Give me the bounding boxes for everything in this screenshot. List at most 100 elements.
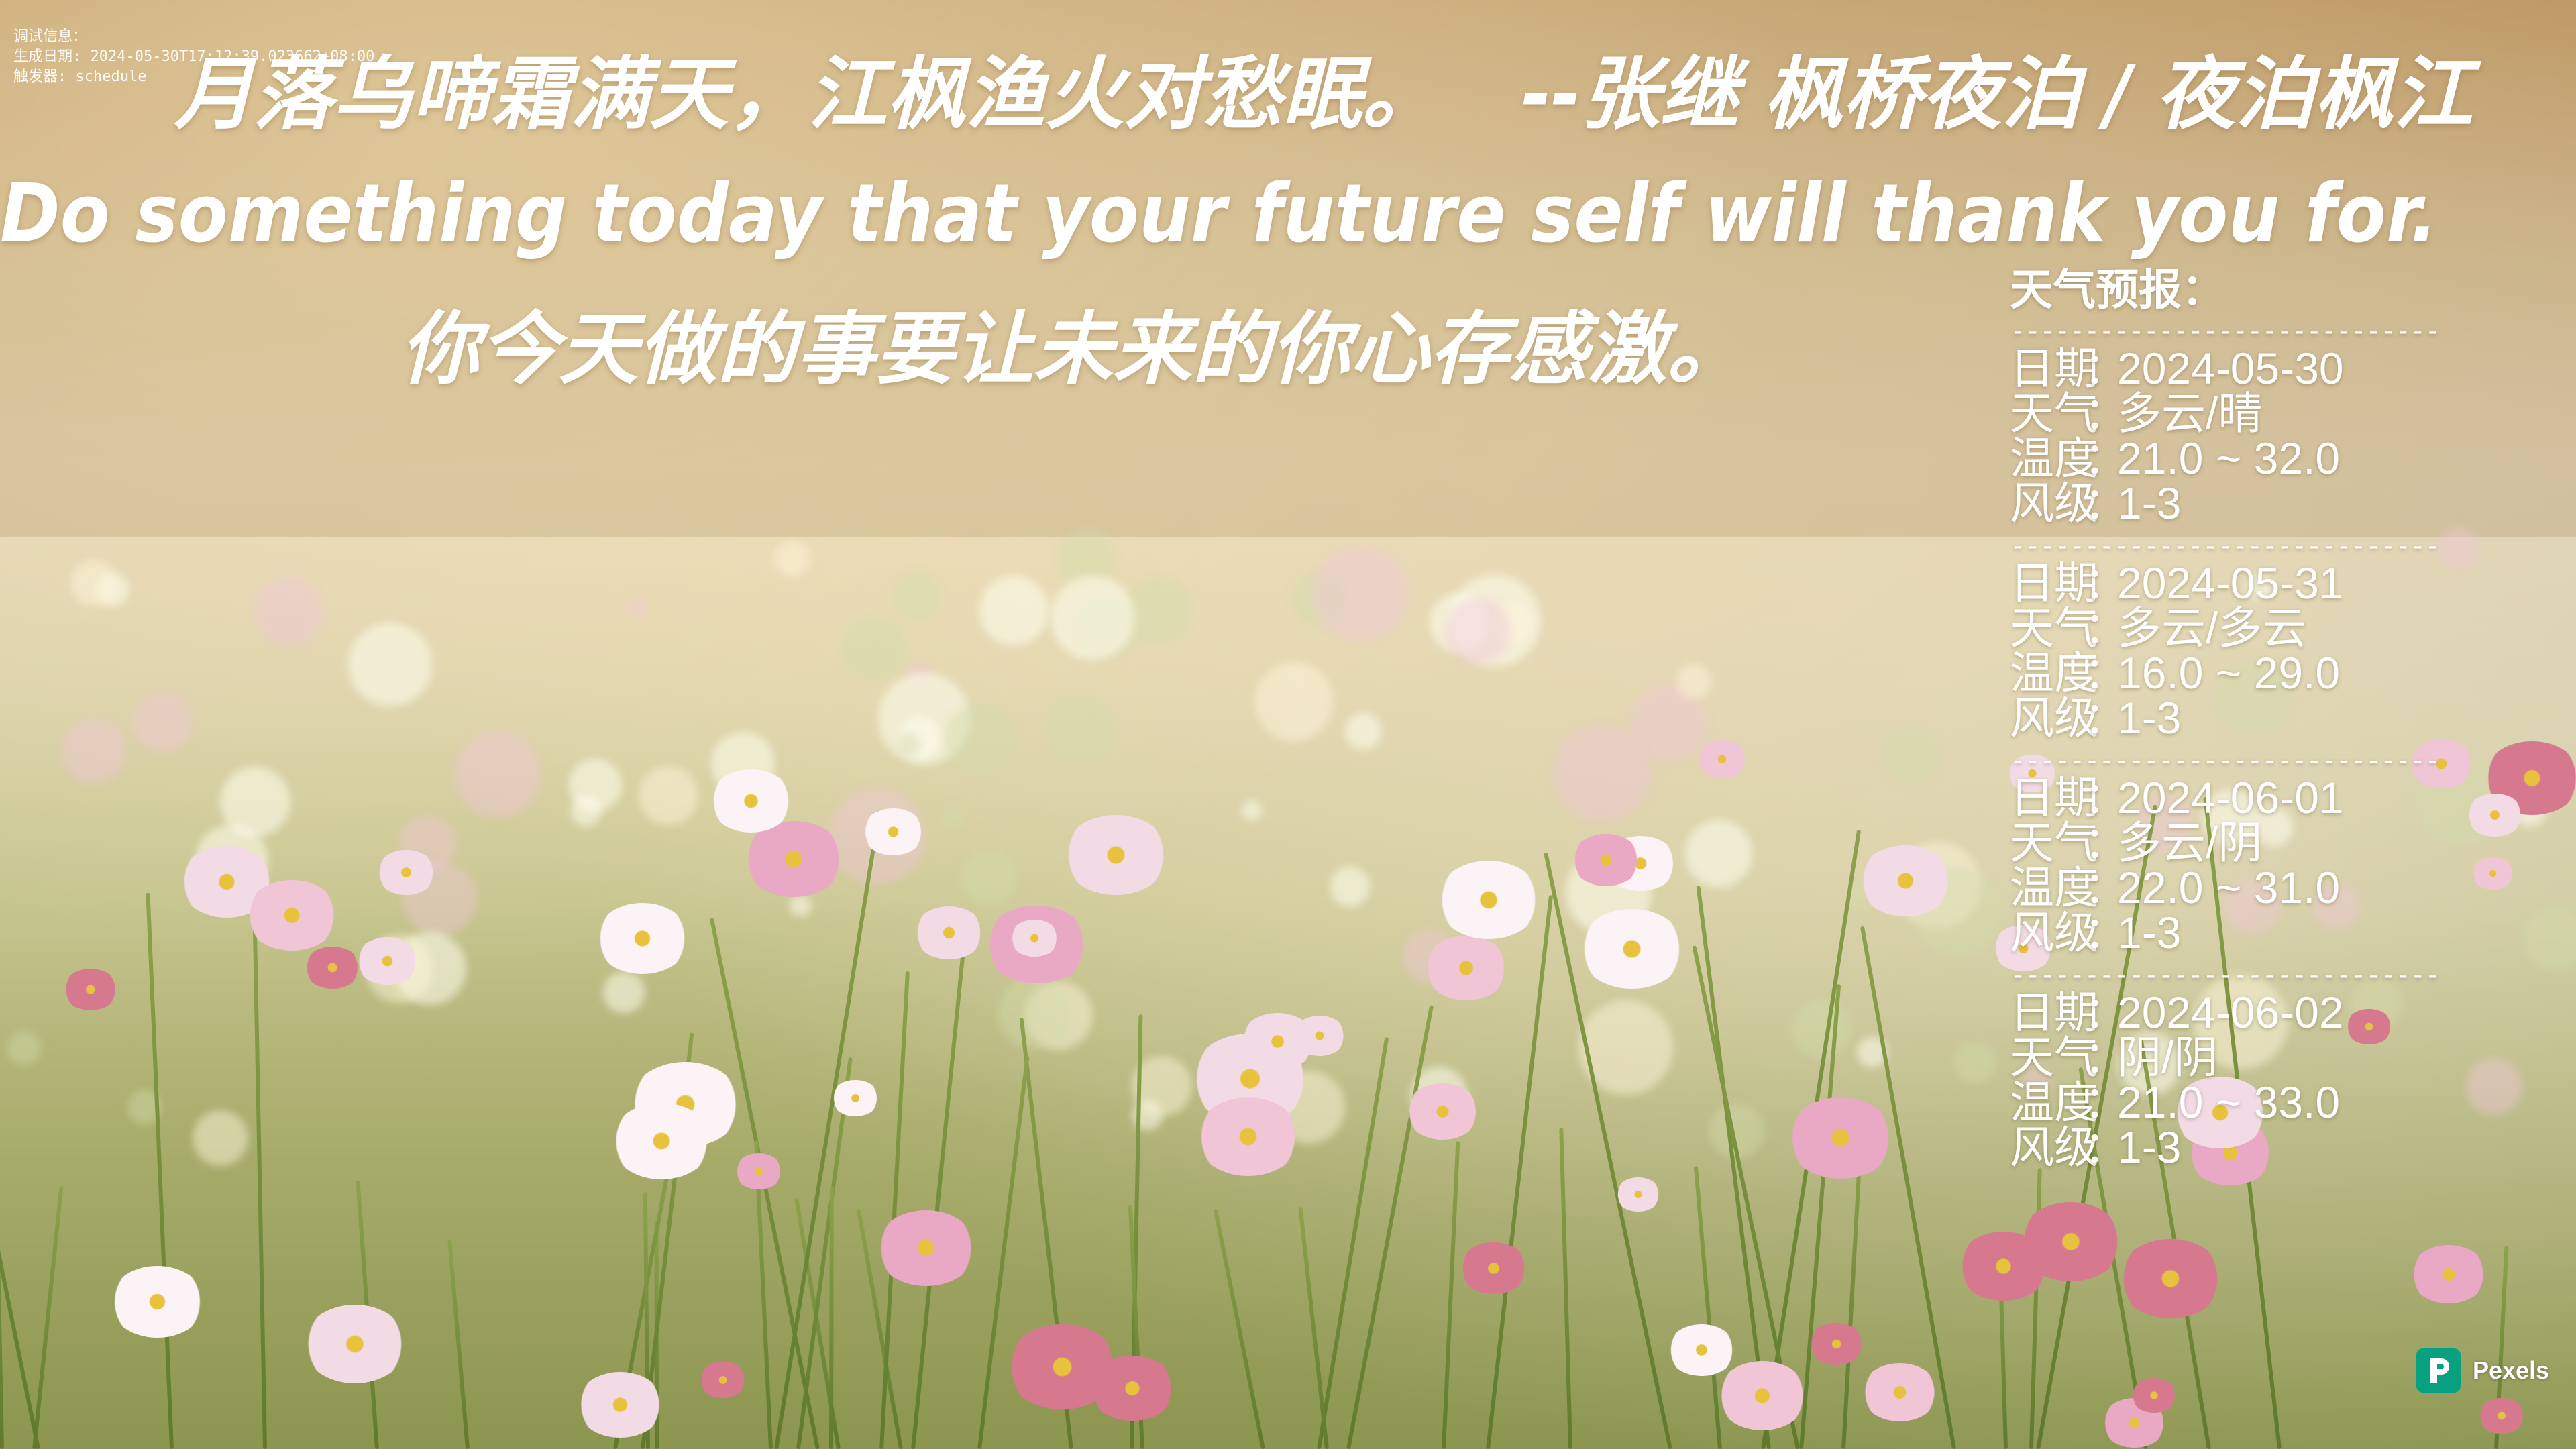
english-quote: Do something today that your future self… [0, 168, 2438, 261]
debug-trigger: 触发器: schedule [13, 68, 147, 85]
bokeh-light [1446, 598, 1511, 663]
weather-row-temp: 温度：21.0 ~ 33.0 [2010, 1080, 2560, 1125]
weather-colon: ： [2084, 388, 2128, 438]
pexels-logo-icon [2416, 1348, 2461, 1393]
cosmos-flower [862, 808, 925, 855]
weather-label-temp: 温度 [2010, 433, 2098, 483]
quote-block: 月落乌啼霜满天，江枫渔火对愁眠。 --张继 枫桥夜泊 / 夜泊枫江 Do some… [0, 40, 2473, 416]
weather-label-temp: 温度 [2010, 1077, 2098, 1127]
bokeh-light [2465, 1058, 2522, 1116]
weather-value-temp: 16.0 ~ 29.0 [2117, 648, 2341, 698]
cosmos-flower [109, 1266, 205, 1338]
weather-value-wind: 1-3 [2117, 1122, 2182, 1172]
debug-title: 调试信息： [13, 28, 88, 45]
bokeh-light [1047, 694, 1115, 763]
cosmos-flower [376, 850, 437, 896]
cosmos-flower [1858, 845, 1953, 917]
weather-row-temp: 温度：21.0 ~ 32.0 [2010, 436, 2560, 481]
weather-colon: ： [2084, 908, 2128, 957]
bokeh-light [61, 718, 127, 784]
weather-label-wind: 风级 [2010, 908, 2098, 957]
weather-row-date: 日期：2024-06-02 [2010, 990, 2560, 1035]
chinese-quote: 你今天做的事要让未来的你心存感激。 [400, 303, 1746, 395]
weather-value-temp: 22.0 ~ 31.0 [2117, 863, 2341, 912]
weather-label-date: 日期 [2010, 343, 2098, 393]
weather-colon: ： [2084, 433, 2128, 483]
cosmos-flower [831, 1080, 879, 1116]
cosmos-flower [2131, 1377, 2178, 1413]
cosmos-flower [2007, 754, 2058, 792]
weather-colon: ： [2084, 773, 2128, 822]
bokeh-light [2216, 661, 2290, 736]
cosmos-flower [1667, 1324, 1737, 1377]
bokeh-light [70, 559, 117, 607]
weather-colon: ： [2084, 863, 2128, 912]
weather-day: 日期：2024-06-02 天气：阴/阴 温度：21.0 ~ 33.0 风级：1-3 [2010, 990, 2560, 1170]
bokeh-light [2438, 527, 2480, 570]
cosmos-flower [2171, 1077, 2268, 1149]
weather-label-date: 日期 [2010, 987, 2098, 1037]
weather-value-date: 2024-05-31 [2117, 558, 2344, 608]
debug-generated-date: 生成日期: 2024-05-30T17:12:39.023662+08:00 [13, 48, 375, 65]
weather-colon: ： [2084, 603, 2128, 653]
weather-colon: ： [2084, 818, 2128, 867]
poem-attribution: --张继 枫桥夜泊 / 夜泊枫江 [1521, 48, 2473, 140]
bokeh-light [892, 571, 941, 620]
weather-row-date: 日期：2024-05-30 [2010, 346, 2560, 391]
weather-label-weather: 天气 [2010, 603, 2098, 653]
cosmos-flower [1615, 1177, 1661, 1212]
bokeh-light [945, 703, 1016, 775]
weather-colon: ： [2084, 648, 2128, 698]
cosmos-flower [1009, 919, 1059, 957]
bokeh-light [348, 623, 433, 706]
bokeh-light [1954, 1041, 1996, 1083]
cosmos-flower [709, 769, 794, 833]
cosmos-flower [875, 1210, 977, 1287]
weather-label-temp: 温度 [2010, 648, 2098, 698]
cosmos-flower [1860, 1362, 1939, 1421]
cosmos-flower [594, 903, 690, 975]
weather-row-date: 日期：2024-05-31 [2010, 561, 2560, 606]
weather-colon: ： [2084, 1032, 2128, 1082]
weather-row-weather: 天气：多云/多云 [2010, 606, 2560, 651]
weather-forecast: 天气预报： ------------------------------ 日期：2… [2010, 263, 2560, 1175]
weather-colon: ： [2084, 1122, 2128, 1172]
poem-line: 月落乌啼霜满天，江枫渔火对愁眠。 --张继 枫桥夜泊 / 夜泊枫江 [0, 40, 2473, 148]
weather-colon: ： [2084, 1077, 2128, 1127]
weather-row-wind: 风级：1-3 [2010, 696, 2560, 741]
weather-value-temp: 21.0 ~ 32.0 [2117, 433, 2341, 483]
cosmos-flower [245, 880, 339, 951]
pexels-credit: Pexels [2416, 1348, 2549, 1393]
cosmos-flower [1570, 833, 1642, 886]
weather-label-weather: 天气 [2010, 1032, 2098, 1082]
bokeh-light [896, 733, 921, 757]
cosmos-flower [576, 1371, 665, 1438]
cosmos-flower [2477, 1397, 2526, 1434]
weather-label-temp: 温度 [2010, 863, 2098, 912]
weather-day: 日期：2024-05-30 天气：多云/晴 温度：21.0 ~ 32.0 风级：1-3 [2010, 346, 2560, 526]
weather-value-weather: 多云/阴 [2117, 818, 2263, 867]
cosmos-flower [1697, 739, 1748, 778]
bokeh-light [979, 576, 1049, 645]
bokeh-light [253, 576, 324, 647]
bokeh-light [220, 767, 291, 837]
weather-day-list: ------------------------------ 日期：2024-05… [2010, 317, 2560, 1170]
bokeh-light [1132, 1056, 1193, 1117]
weather-label-weather: 天气 [2010, 388, 2098, 438]
weather-label-date: 日期 [2010, 773, 2098, 822]
bokeh-light [1492, 602, 1535, 645]
cosmos-flower [1957, 1232, 2050, 1301]
weather-row-weather: 天气：阴/阴 [2010, 1035, 2560, 1080]
weather-value-wind: 1-3 [2117, 478, 2182, 528]
bokeh-light [603, 971, 645, 1014]
cosmos-flower [1239, 1012, 1316, 1071]
bokeh-light [1254, 661, 1334, 741]
bokeh-light [1883, 727, 1940, 784]
weather-colon: ： [2084, 987, 2128, 1037]
bokeh-light [454, 731, 542, 818]
bokeh-light [2223, 877, 2281, 935]
bokeh-light [1791, 998, 1852, 1059]
cosmos-flower [1424, 936, 1509, 1000]
cosmos-flower [698, 1362, 747, 1399]
bokeh-light [1291, 570, 1347, 627]
